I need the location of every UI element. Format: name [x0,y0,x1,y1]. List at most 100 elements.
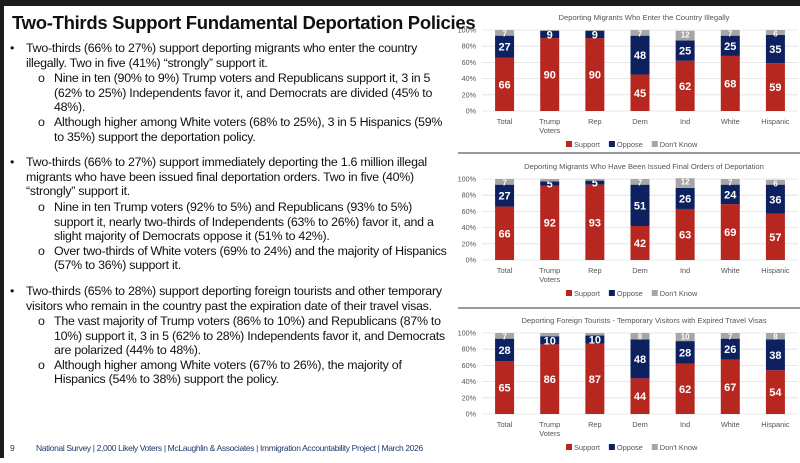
bar-oppose [540,30,560,39]
y-tick-label: 0% [466,256,477,265]
data-label: 68 [724,78,736,90]
data-label: 28 [498,345,510,357]
data-label: 10 [589,334,601,346]
data-label: 66 [498,228,510,240]
chart-expired-visas: Deporting Foreign Tourists - Temporary V… [440,309,800,458]
chart-illegal-entry: Deporting Migrants Who Enter the Country… [440,6,800,152]
x-tick-label: White [721,266,740,275]
bar-oppose [585,335,605,344]
bar-oppose [630,35,650,75]
bar-support [720,204,740,260]
legend-label: Don't Know [660,289,698,298]
data-label: 57 [769,232,781,244]
bullet-section: Two-thirds (65% to 28%) support deportin… [8,284,454,387]
data-label: 90 [544,70,556,82]
bar-support [630,378,650,414]
data-label: 26 [724,344,736,356]
data-label: 59 [769,82,781,94]
data-label: 67 [724,382,736,394]
data-label: 62 [679,81,691,93]
data-label: 7 [502,179,507,188]
legend-label: Support [574,289,600,298]
legend-label: Don't Know [660,140,698,149]
bar-oppose [765,184,785,214]
x-tick-label: Voters [539,429,560,438]
bar-dont-know [585,30,605,31]
data-label: 54 [769,387,782,399]
y-tick-label: 100% [458,175,477,184]
window-frame-top [0,0,800,6]
legend-swatch [566,290,572,296]
bullet-sub: Although higher among White voters (68% … [8,115,454,144]
bullet-text-column: Two-thirds (66% to 27%) support deportin… [8,41,454,398]
data-label: 51 [634,200,646,212]
data-label: 63 [679,229,691,241]
bar-dont-know [585,179,605,181]
legend-swatch [651,444,658,450]
bar-dont-know [765,333,785,340]
x-tick-label: Trump [539,266,560,275]
chart-title: Deporting Migrants Who Have Been Issued … [524,162,764,171]
bullet-section: Two-thirds (66% to 27%) support immediat… [8,155,454,273]
bullet-main: Two-thirds (65% to 28%) support deportin… [8,284,454,313]
data-label: 10 [544,335,556,347]
bar-oppose [720,184,740,205]
data-label: 36 [769,194,781,206]
data-label: 8 [638,333,643,342]
bar-dont-know [675,178,695,188]
data-label: 93 [589,217,601,229]
x-tick-label: Total [497,117,513,126]
y-tick-label: 80% [462,345,477,354]
data-label: 8 [773,333,778,342]
footer: 9 National Survey | 2,000 Likely Voters |… [10,443,423,453]
legend-swatch [651,290,658,296]
data-label: 9 [592,29,598,41]
data-label: 7 [728,30,733,39]
bar-dont-know [540,30,560,31]
legend-swatch [651,141,658,147]
bar-support [675,60,695,111]
x-tick-label: Dem [632,117,648,126]
y-tick-label: 80% [462,42,477,51]
chart-title: Deporting Migrants Who Enter the Country… [559,13,730,22]
data-label: 86 [544,374,556,386]
y-tick-label: 20% [462,393,477,402]
legend-swatch [566,444,572,450]
legend-swatch [608,444,615,450]
bullet-main: Two-thirds (66% to 27%) support immediat… [8,155,454,199]
y-tick-label: 60% [462,58,477,67]
legend-label: Support [574,443,600,452]
bar-support [720,359,740,414]
bar-dont-know [675,30,695,41]
x-tick-label: Rep [588,420,602,429]
legend-swatch [566,141,572,147]
y-tick-label: 40% [462,377,477,386]
x-tick-label: White [721,420,740,429]
x-tick-label: Rep [588,117,602,126]
bar-oppose [720,35,740,56]
data-label: 7 [638,179,643,188]
bar-oppose [765,34,785,64]
bar-dont-know [540,333,560,337]
bar-support [495,361,515,414]
bar-oppose [720,338,740,360]
data-label: 9 [547,29,553,41]
x-tick-label: Hispanic [761,117,790,126]
legend-label: Don't Know [660,443,698,452]
bar-support [495,57,515,111]
bullet-sub: Over two-thirds of White voters (69% to … [8,244,454,273]
y-tick-label: 60% [462,207,477,216]
data-label: 25 [679,46,691,58]
bar-dont-know [630,179,650,185]
bullet-sub: Nine in ten Trump voters (92% to 5%) and… [8,200,454,244]
data-label: 10 [681,333,690,342]
bar-oppose [495,35,515,58]
bar-dont-know [630,333,650,340]
bar-dont-know [495,30,515,36]
bullet-sub: The vast majority of Trump voters (86% t… [8,314,454,358]
x-tick-label: Hispanic [761,266,790,275]
bar-oppose [630,184,650,226]
legend-label: Oppose [617,443,643,452]
bar-oppose [495,338,515,362]
y-tick-label: 0% [466,410,477,419]
